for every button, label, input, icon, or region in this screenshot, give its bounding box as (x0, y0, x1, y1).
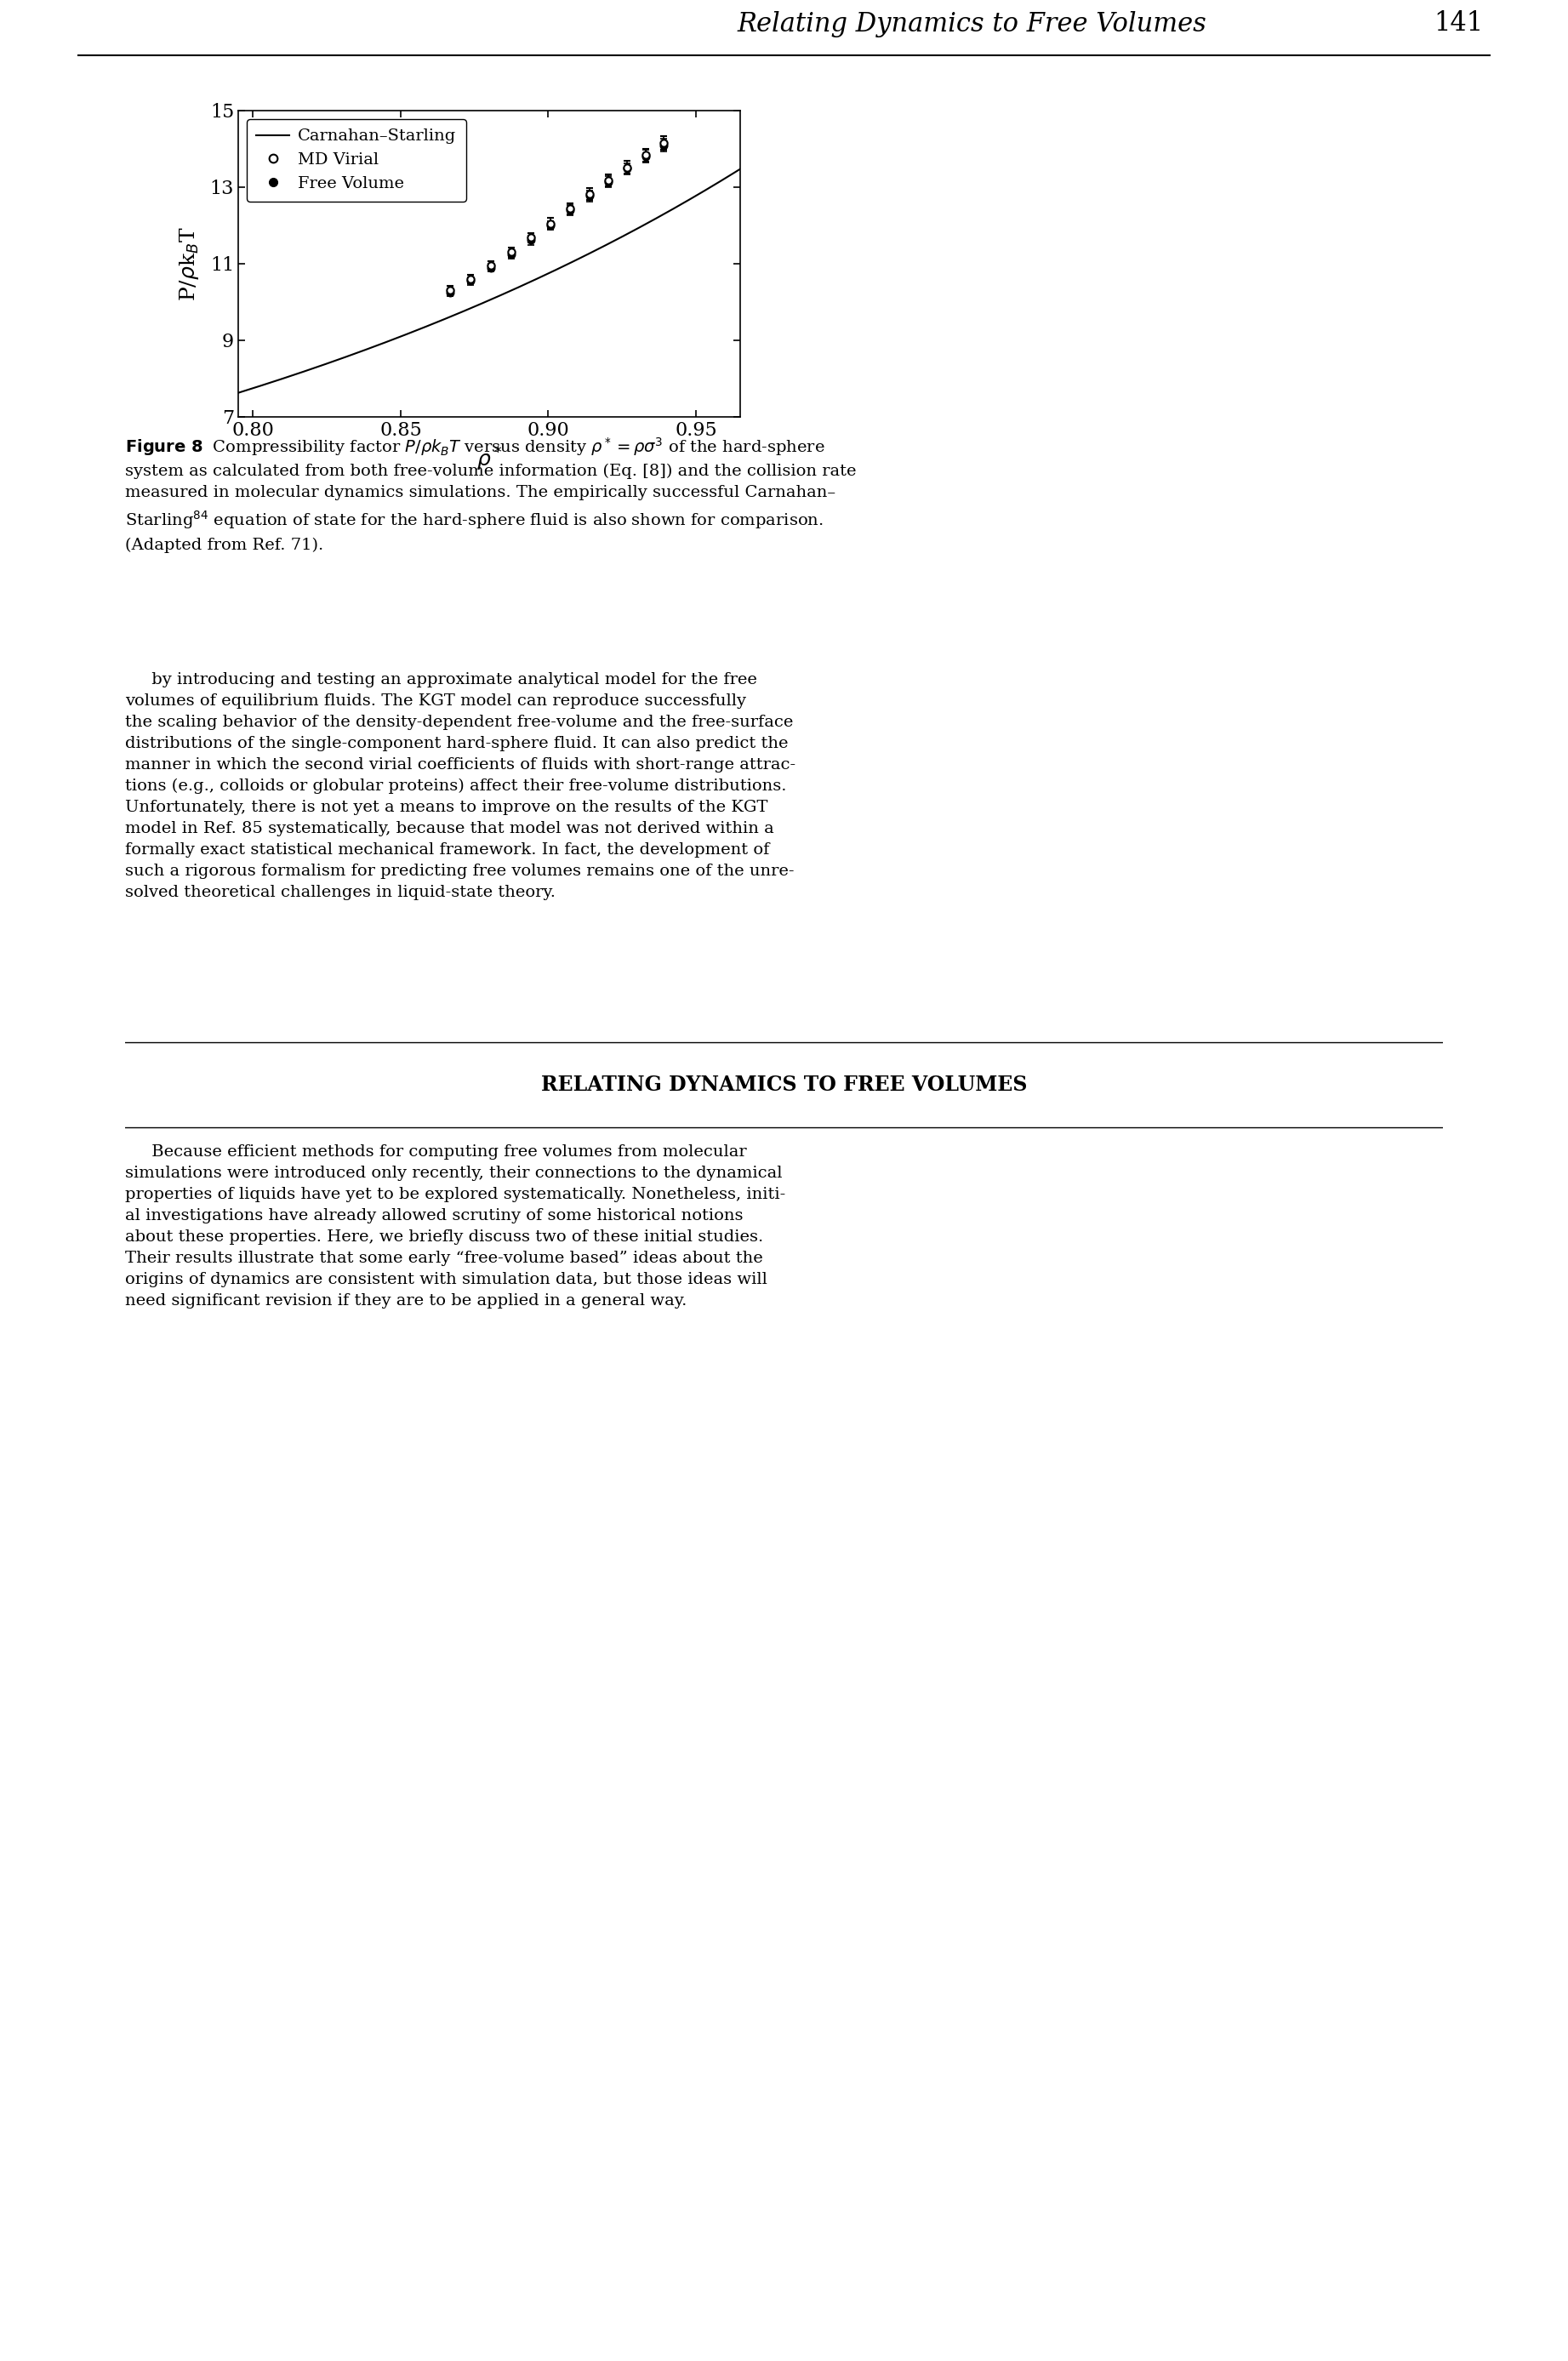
Legend: Carnahan–Starling, MD Virial, Free Volume: Carnahan–Starling, MD Virial, Free Volum… (246, 118, 466, 201)
Text: RELATING DYNAMICS TO FREE VOLUMES: RELATING DYNAMICS TO FREE VOLUMES (541, 1074, 1027, 1096)
Text: by introducing and testing an approximate analytical model for the free
volumes : by introducing and testing an approximat… (125, 673, 797, 900)
Text: Relating Dynamics to Free Volumes: Relating Dynamics to Free Volumes (737, 12, 1207, 38)
Y-axis label: P/$\rho$k$_B$T: P/$\rho$k$_B$T (177, 227, 201, 300)
Text: $\bf{Figure\ 8}$  Compressibility factor $P/ρk_BT$ versus density $\rho^* = \rho: $\bf{Figure\ 8}$ Compressibility factor … (125, 437, 856, 552)
Text: 141: 141 (1433, 12, 1483, 38)
Text: Because efficient methods for computing free volumes from molecular
simulations : Because efficient methods for computing … (125, 1145, 786, 1308)
X-axis label: $\rho^*$: $\rho^*$ (477, 446, 502, 472)
